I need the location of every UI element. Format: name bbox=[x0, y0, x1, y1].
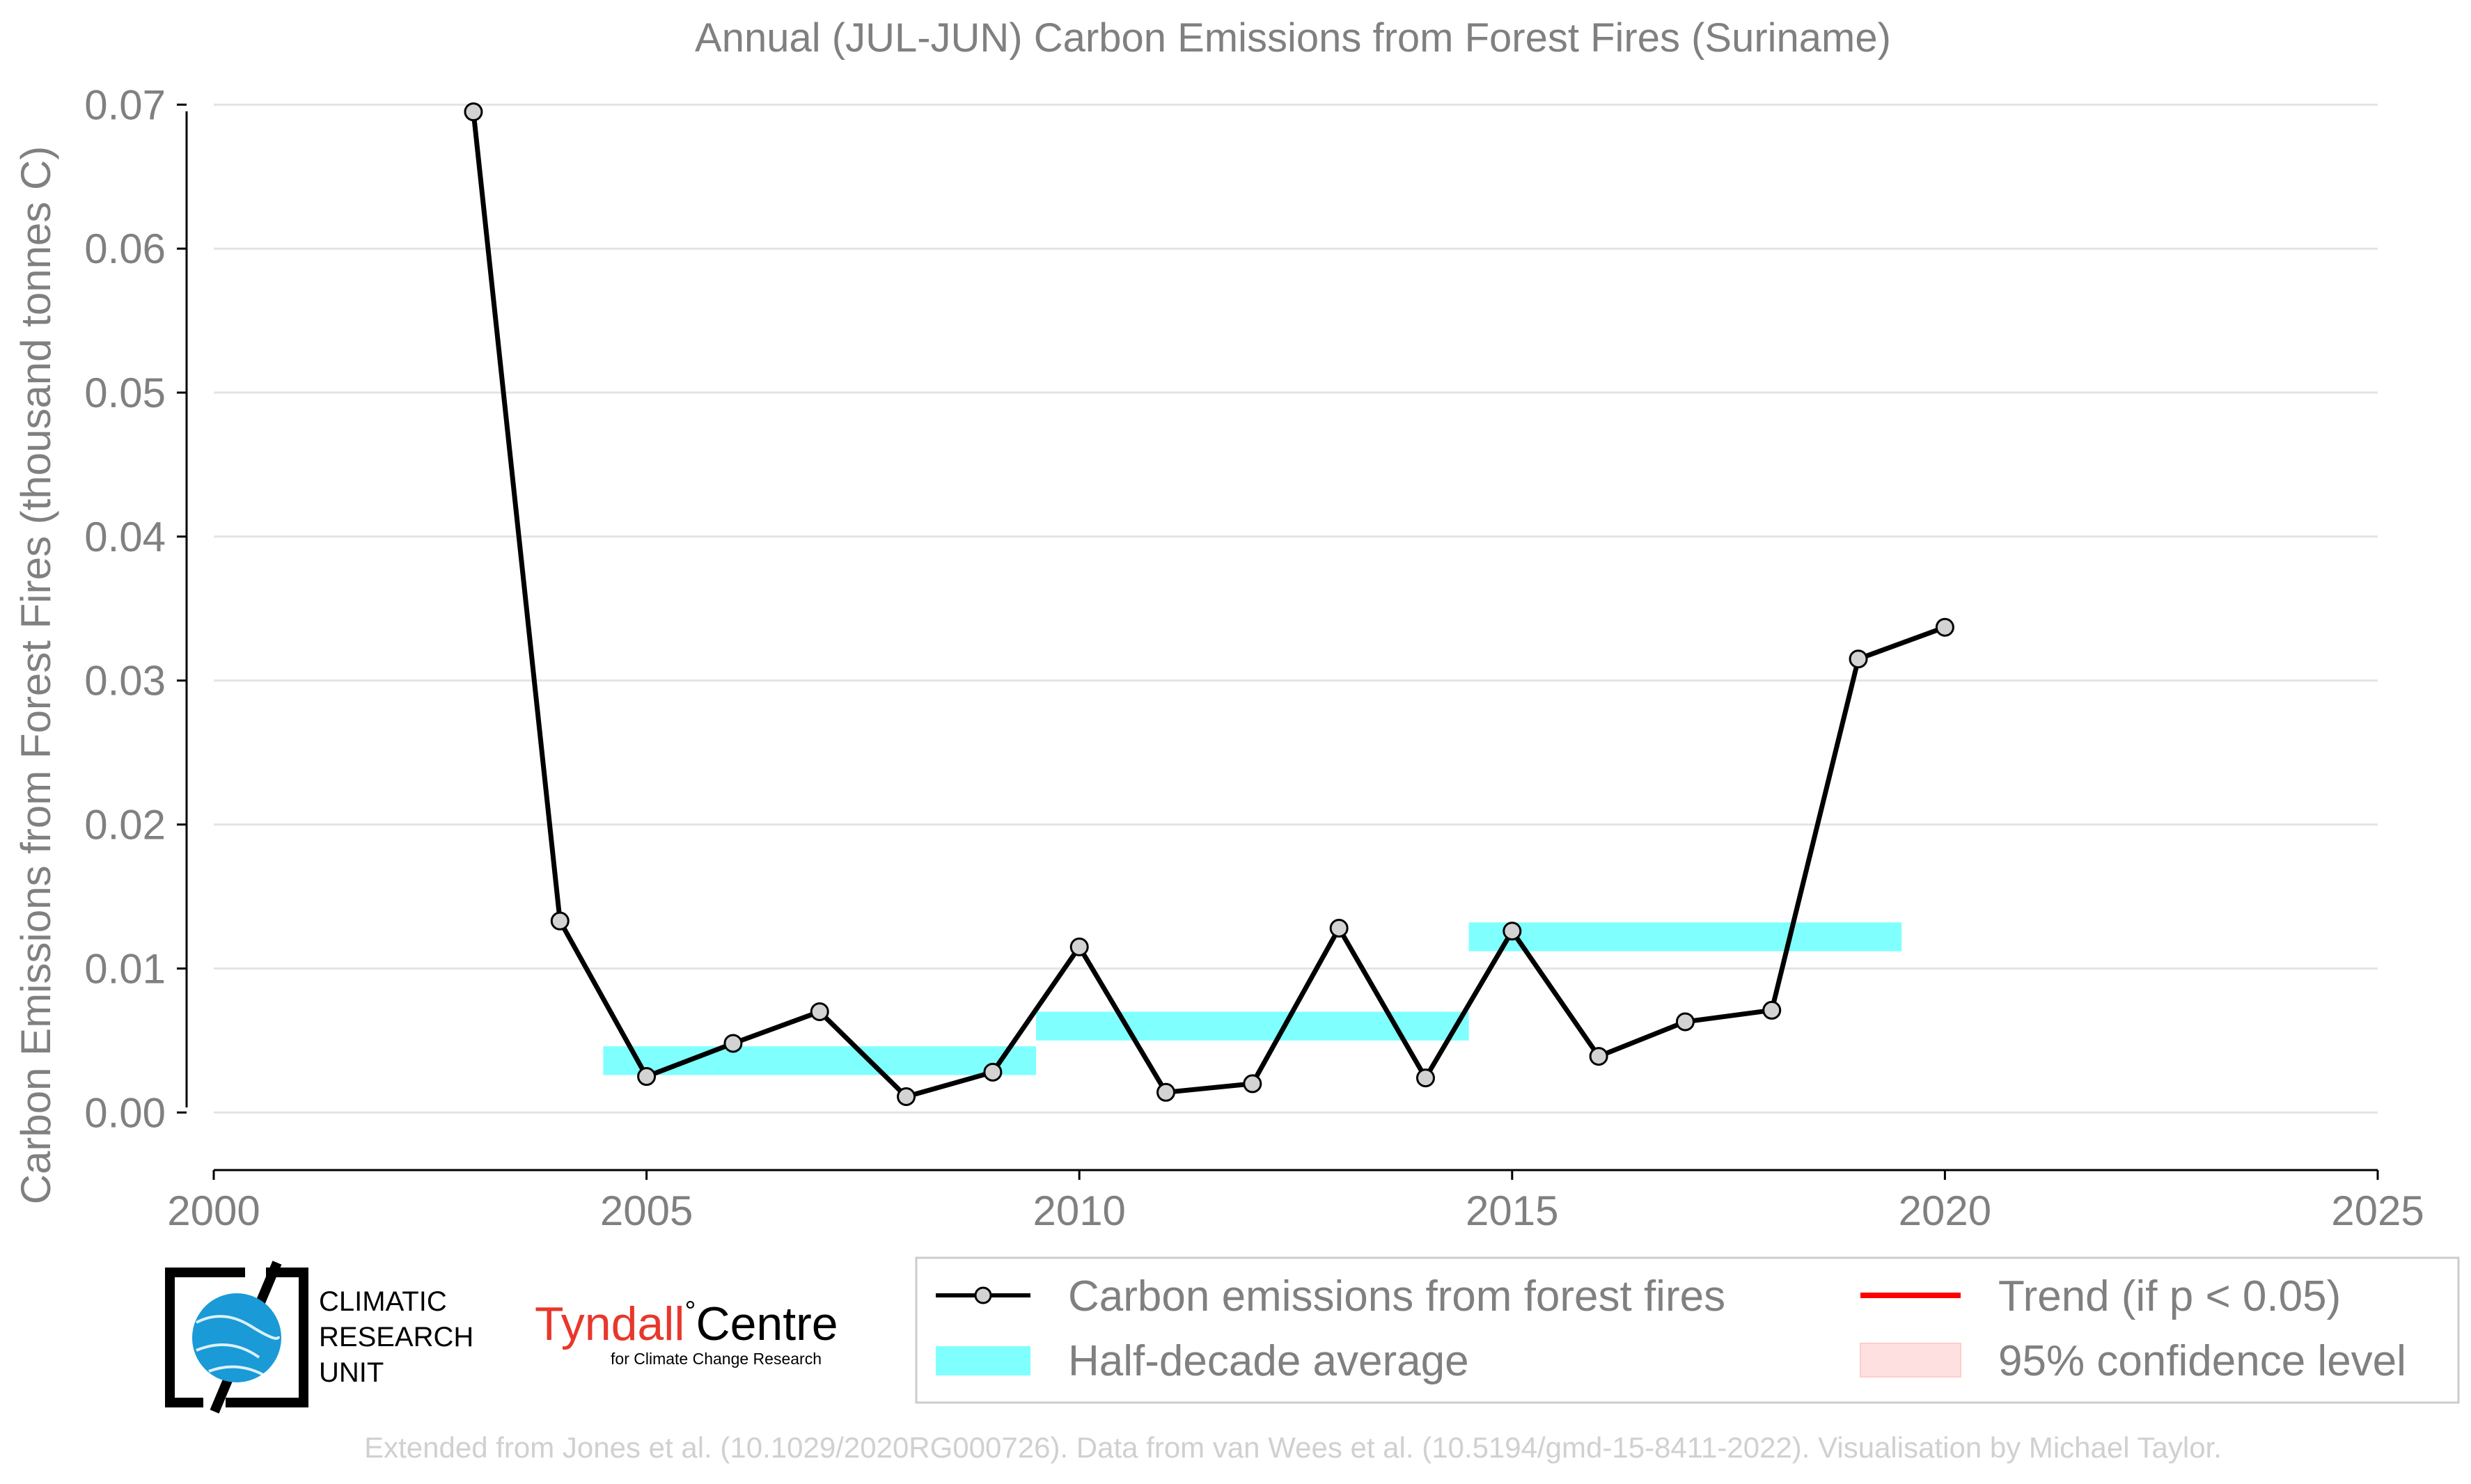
cru-logo-line2: RESEARCH bbox=[319, 1322, 473, 1352]
legend-entry-trend: Trend (if p < 0.05) bbox=[1860, 1272, 2341, 1320]
data-point bbox=[1762, 1000, 1782, 1020]
cru-logo: CLIMATIC RESEARCH UNIT bbox=[165, 1261, 473, 1414]
y-tick-label: 0.03 bbox=[84, 658, 166, 704]
x-tick-label: 2015 bbox=[1466, 1187, 1558, 1234]
data-point bbox=[1849, 649, 1868, 669]
data-point bbox=[637, 1067, 657, 1087]
tyndall-logo-name: Tyndall°Centre bbox=[535, 1296, 838, 1350]
series-emissions bbox=[464, 102, 1954, 1107]
y-ticks: 0.00 0.01 0.02 0.03 0.04 0.05 0.06 0.07 bbox=[84, 81, 187, 1136]
data-point bbox=[1329, 918, 1349, 938]
cru-logo-frame bbox=[165, 1268, 308, 1407]
globe-icon-swirl bbox=[196, 1315, 280, 1376]
legend: Carbon emissions from forest fires Trend… bbox=[915, 1256, 2460, 1404]
x-tick-label: 2020 bbox=[1899, 1187, 1991, 1234]
data-point bbox=[810, 1002, 829, 1021]
legend-entry-confidence: 95% confidence level bbox=[1860, 1337, 2406, 1385]
legend-label-confidence: 95% confidence level bbox=[1998, 1337, 2406, 1385]
data-point bbox=[983, 1062, 1003, 1082]
x-tick-label: 2005 bbox=[600, 1187, 693, 1234]
data-point bbox=[1675, 1012, 1695, 1032]
legend-label-emissions: Carbon emissions from forest fires bbox=[1068, 1272, 1725, 1320]
legend-entry-half-decade: Half-decade average bbox=[936, 1337, 1469, 1385]
half-decade-band bbox=[603, 1046, 1037, 1075]
tyndall-logo-red: Tyndall bbox=[535, 1297, 684, 1350]
data-point bbox=[1415, 1068, 1435, 1088]
data-point bbox=[723, 1034, 743, 1053]
y-tick-label: 0.04 bbox=[84, 514, 166, 560]
x-tick-label: 2010 bbox=[1033, 1187, 1125, 1234]
x-ticks: 2000 2005 2010 2015 2020 2025 bbox=[167, 1170, 2424, 1234]
x-tick-label: 2000 bbox=[167, 1187, 260, 1234]
chart-title: Annual (JUL-JUN) Carbon Emissions from F… bbox=[695, 15, 1891, 61]
data-point bbox=[1935, 617, 1954, 637]
legend-swatch-marker bbox=[974, 1286, 992, 1304]
legend-frame bbox=[915, 1256, 2460, 1404]
data-point bbox=[1243, 1074, 1262, 1094]
y-tick-label: 0.02 bbox=[84, 802, 166, 848]
y-tick-label: 0.00 bbox=[84, 1089, 166, 1136]
tyndall-logo-black: Centre bbox=[696, 1297, 838, 1350]
credit-text: Extended from Jones et al. (10.1029/2020… bbox=[364, 1431, 2222, 1464]
data-point bbox=[1156, 1082, 1176, 1102]
cru-logo-line1: CLIMATIC bbox=[319, 1286, 447, 1317]
y-tick-label: 0.07 bbox=[84, 81, 166, 128]
series-line-emissions bbox=[471, 111, 1946, 1100]
legend-label-trend: Trend (if p < 0.05) bbox=[1998, 1272, 2341, 1320]
half-decade-average-bands bbox=[603, 922, 1902, 1075]
legend-entry-emissions: Carbon emissions from forest fires bbox=[936, 1272, 1725, 1320]
globe-icon bbox=[192, 1293, 281, 1382]
data-point bbox=[897, 1087, 916, 1107]
y-axis-label: Carbon Emissions from Forest Fires (thou… bbox=[13, 146, 59, 1205]
y-tick-label: 0.06 bbox=[84, 226, 166, 272]
data-point bbox=[550, 911, 570, 931]
data-point bbox=[464, 102, 483, 122]
tyndall-logo-subtitle: for Climate Change Research bbox=[611, 1350, 822, 1368]
cru-logo-line3: UNIT bbox=[319, 1357, 384, 1388]
tyndall-logo: Tyndall°Centre for Climate Change Resear… bbox=[535, 1296, 838, 1368]
data-point bbox=[1589, 1047, 1608, 1066]
legend-swatch-confidence bbox=[1860, 1343, 1961, 1378]
x-tick-label: 2025 bbox=[2331, 1187, 2424, 1234]
data-point bbox=[1069, 937, 1089, 956]
grid-lines bbox=[214, 103, 2378, 1114]
axes bbox=[185, 111, 2378, 1171]
y-tick-label: 0.01 bbox=[84, 945, 166, 992]
legend-swatch-band bbox=[936, 1346, 1030, 1375]
y-tick-label: 0.05 bbox=[84, 370, 166, 416]
half-decade-band bbox=[1468, 922, 1902, 952]
legend-label-half-decade: Half-decade average bbox=[1068, 1337, 1469, 1385]
tyndall-logo-degree: ° bbox=[684, 1296, 696, 1327]
data-point bbox=[1503, 922, 1522, 941]
